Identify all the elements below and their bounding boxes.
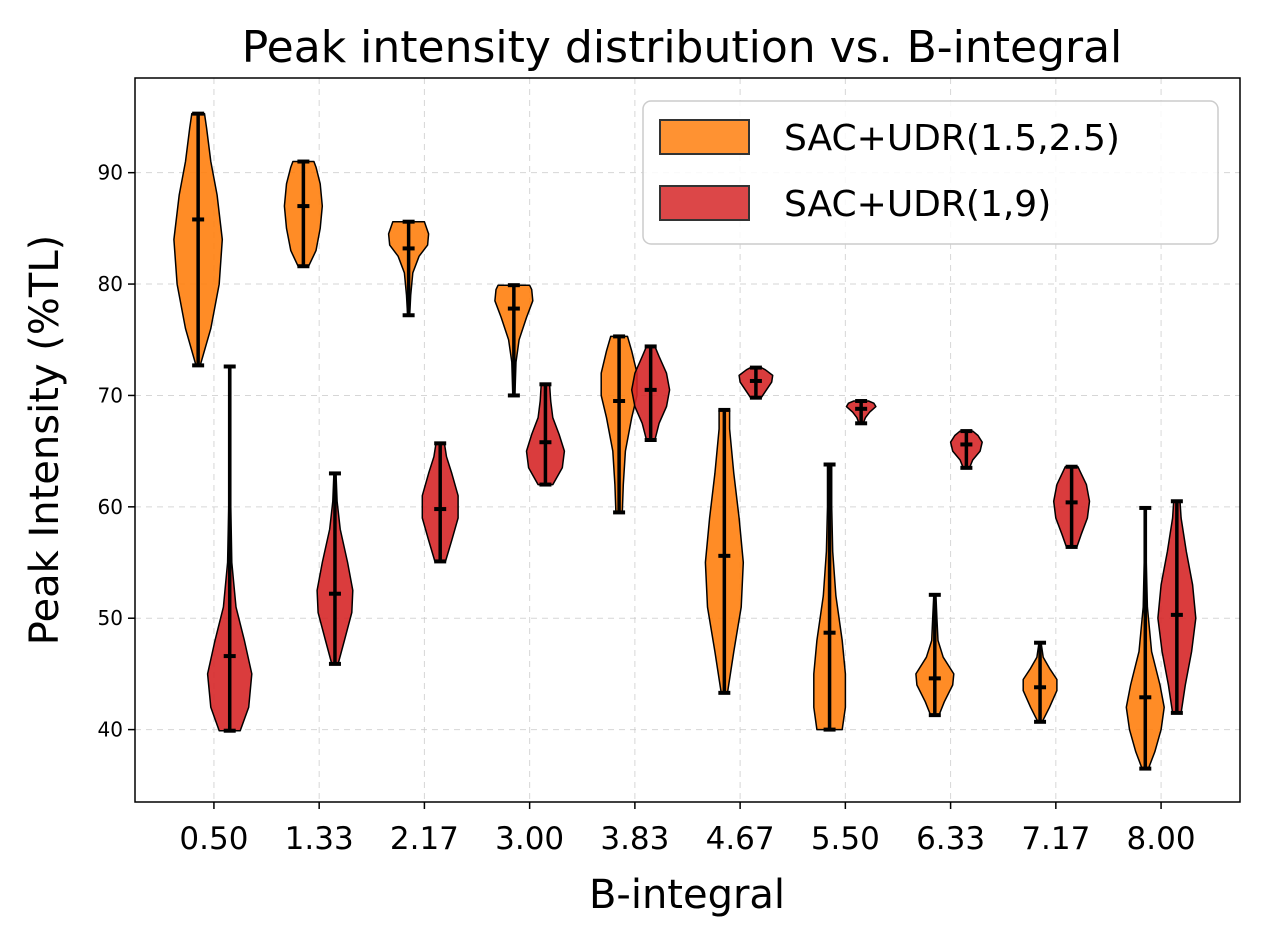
x-tick-label: 8.00 bbox=[1127, 821, 1196, 857]
violin-sac-udr-1.5-2.5-7.17 bbox=[1022, 640, 1058, 724]
legend-box bbox=[642, 100, 1219, 245]
violin-sac-udr-1-9-8.00 bbox=[1157, 499, 1197, 715]
legend: SAC+UDR(1.5,2.5) SAC+UDR(1,9) bbox=[642, 100, 1219, 245]
violin-sac-udr-1-9-4.67 bbox=[738, 365, 774, 400]
violin-sac-udr-1-9-3.00 bbox=[525, 382, 566, 487]
x-tick-label: 1.33 bbox=[285, 821, 354, 857]
violin-sac-udr-1.5-2.5-6.33 bbox=[915, 592, 955, 718]
violin-sac-udr-1.5-2.5-3.00 bbox=[494, 283, 534, 398]
y-tick-label: 70 bbox=[98, 383, 123, 407]
violin-sac-udr-1-9-5.50 bbox=[845, 399, 877, 426]
violin-sac-udr-1.5-2.5-5.50 bbox=[813, 462, 847, 732]
y-axis-ticks: 40 50 60 70 80 90 bbox=[98, 161, 135, 742]
x-tick-label: 0.50 bbox=[179, 821, 248, 857]
y-tick-label: 80 bbox=[98, 272, 123, 296]
violin-sac-udr-1.5-2.5-1.33 bbox=[283, 159, 324, 269]
x-tick-label: 4.67 bbox=[706, 821, 775, 857]
legend-label-sac-udr-1-9: SAC+UDR(1,9) bbox=[784, 184, 1051, 225]
x-tick-label: 3.83 bbox=[600, 821, 669, 857]
chart-title: Peak intensity distribution vs. B-integr… bbox=[242, 22, 1123, 73]
violin-sac-udr-1-9-0.50 bbox=[206, 364, 253, 733]
plot-frame bbox=[134, 77, 1241, 803]
violin-sac-udr-1.5-2.5-2.17 bbox=[387, 219, 430, 318]
x-tick-label: 2.17 bbox=[390, 821, 459, 857]
legend-label-sac-udr-1.5-2.5: SAC+UDR(1.5,2.5) bbox=[784, 118, 1120, 159]
violin-sac-udr-1.5-2.5-4.67 bbox=[704, 407, 745, 695]
y-tick-label: 60 bbox=[98, 495, 123, 519]
y-axis-label: Peak Intensity (%TL) bbox=[22, 235, 68, 645]
x-axis-label: B-integral bbox=[589, 872, 785, 918]
violin-sac-udr-1.5-2.5-8.00 bbox=[1125, 505, 1165, 771]
violins bbox=[173, 111, 1197, 771]
x-axis-ticks: 0.50 1.33 2.17 3.00 3.83 4.67 5.50 6.33 7.17 8.00 bbox=[179, 802, 1196, 857]
x-tick-label: 3.00 bbox=[495, 821, 564, 857]
x-tick-label: 7.17 bbox=[1021, 821, 1090, 857]
violin-sac-udr-1-9-1.33 bbox=[316, 471, 354, 666]
violin-sac-udr-1-9-3.83 bbox=[630, 344, 671, 442]
y-tick-label: 40 bbox=[98, 718, 123, 742]
violin-sac-udr-1.5-2.5-0.50 bbox=[173, 111, 224, 368]
y-tick-label: 90 bbox=[98, 161, 123, 185]
violin-sac-udr-1-9-7.17 bbox=[1052, 464, 1091, 549]
y-tick-label: 50 bbox=[98, 606, 123, 630]
legend-swatch-sac-udr-1.5-2.5 bbox=[659, 119, 750, 155]
legend-swatch-sac-udr-1-9 bbox=[659, 185, 750, 221]
x-tick-label: 6.33 bbox=[916, 821, 985, 857]
violin-sac-udr-1-9-6.33 bbox=[949, 429, 983, 470]
violin-sac-udr-1-9-2.17 bbox=[421, 441, 459, 564]
violin-sac-udr-1.5-2.5-3.83 bbox=[600, 334, 638, 515]
x-tick-label: 5.50 bbox=[811, 821, 880, 857]
